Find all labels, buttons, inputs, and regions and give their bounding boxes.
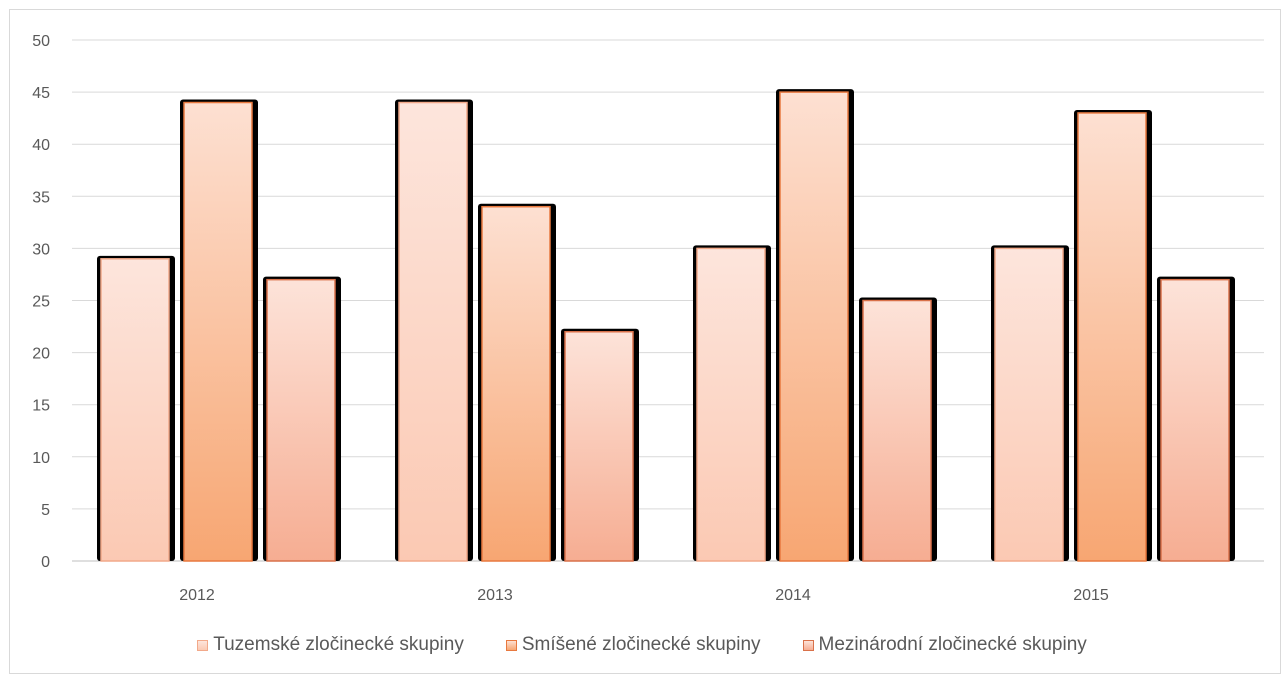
bar-2012-series-3 xyxy=(266,278,336,562)
legend-swatch xyxy=(197,639,209,651)
bar-2013-series-1 xyxy=(398,101,468,562)
bar-2015-series-2 xyxy=(1077,112,1147,562)
y-axis-ticks: 0 5 10 15 20 25 30 35 40 45 50 xyxy=(32,33,50,571)
y-tick-label: 5 xyxy=(41,502,50,519)
y-tick-label: 35 xyxy=(32,189,50,206)
bar-2013-series-3 xyxy=(564,331,634,562)
bar-2014-series-2 xyxy=(779,91,849,562)
x-tick-label: 2015 xyxy=(1073,587,1109,604)
bar-2014-series-1 xyxy=(696,247,766,562)
legend-item: Mezinárodní zločinecké skupiny xyxy=(802,634,1087,656)
bar-2012-series-2 xyxy=(183,101,253,562)
y-tick-label: 0 xyxy=(41,554,50,571)
legend-item: Tuzemské zločinecké skupiny xyxy=(197,634,464,656)
y-tick-label: 15 xyxy=(32,398,50,415)
y-tick-label: 10 xyxy=(32,450,50,467)
bar-2013-series-2 xyxy=(481,205,551,562)
y-tick-label: 20 xyxy=(32,346,50,363)
y-tick-label: 30 xyxy=(32,241,50,258)
x-tick-label: 2012 xyxy=(179,587,215,604)
legend-swatch xyxy=(505,639,517,651)
bar-2012-series-1 xyxy=(100,258,170,562)
bars xyxy=(97,89,1235,562)
legend-swatch xyxy=(802,639,814,651)
y-tick-label: 45 xyxy=(32,85,50,102)
legend-label: Tuzemské zločinecké skupiny xyxy=(213,634,464,655)
x-tick-label: 2013 xyxy=(477,587,513,604)
legend-item: Smíšené zločinecké skupiny xyxy=(505,634,761,656)
legend-label: Smíšené zločinecké skupiny xyxy=(521,634,761,655)
y-tick-label: 50 xyxy=(32,33,50,50)
bar-2015-series-3 xyxy=(1160,278,1230,562)
bar-2015-series-1 xyxy=(994,247,1064,562)
x-axis-ticks: 2012 2013 2014 2015 xyxy=(179,587,1109,604)
legend: Tuzemské zločinecké skupiny Smíšené zloči… xyxy=(0,634,1284,656)
x-tick-label: 2014 xyxy=(775,587,811,604)
bar-2014-series-3 xyxy=(862,299,932,562)
y-tick-label: 40 xyxy=(32,137,50,154)
y-tick-label: 25 xyxy=(32,294,50,311)
legend-label: Mezinárodní zločinecké skupiny xyxy=(818,634,1087,655)
